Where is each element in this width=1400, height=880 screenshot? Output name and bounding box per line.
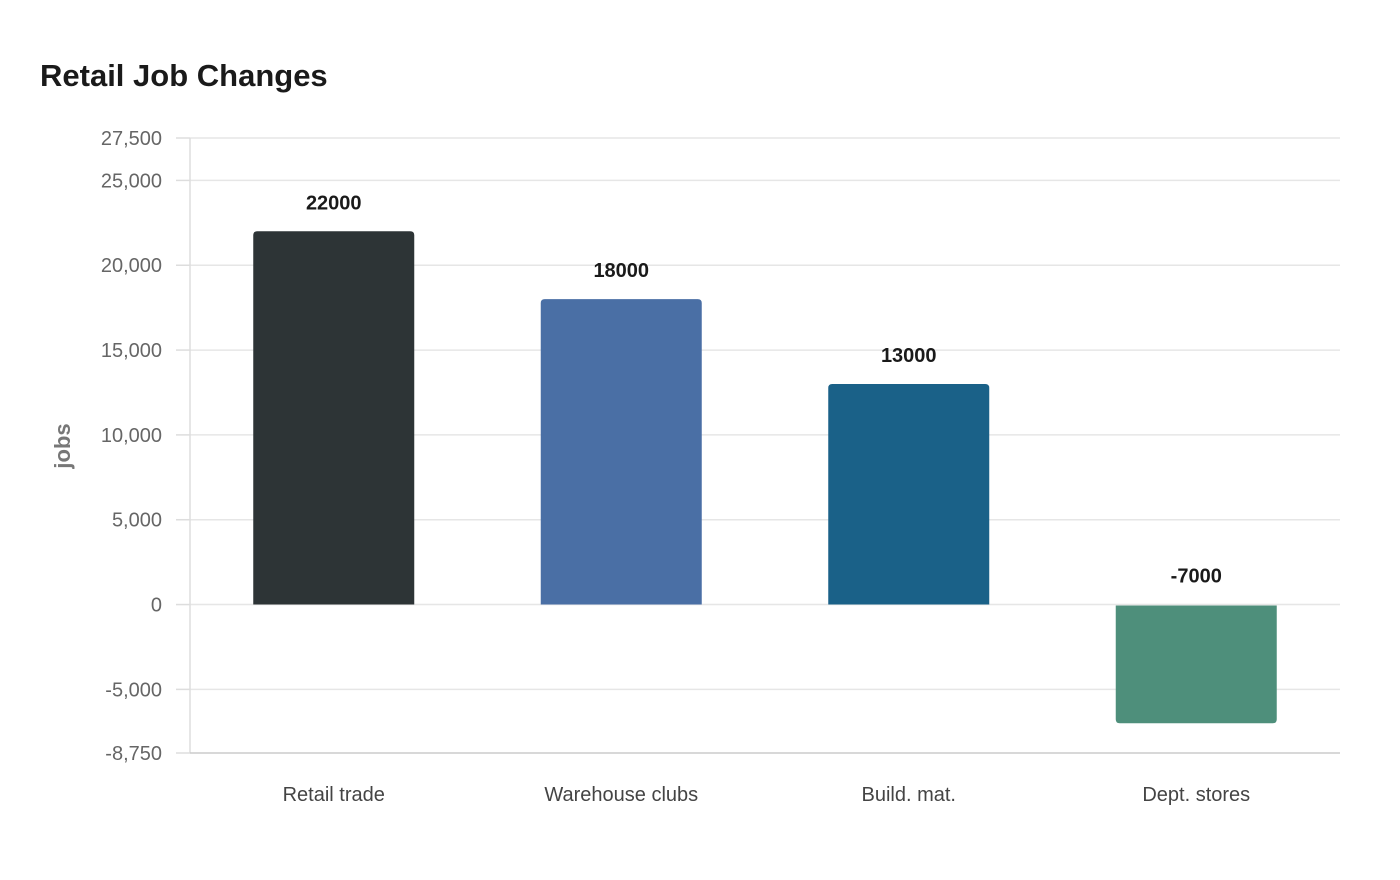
y-axis-title: jobs [50, 423, 75, 469]
x-tick-label: Build. mat. [862, 784, 956, 806]
y-tick-label: 20,000 [101, 255, 162, 277]
y-tick-label: 10,000 [101, 425, 162, 447]
bar-retail-trade [253, 231, 415, 605]
y-tick-label: 5,000 [112, 510, 162, 532]
axes [176, 137, 1340, 754]
data-label: 18000 [593, 260, 649, 282]
y-tick-label: -8,750 [105, 743, 162, 765]
data-label: 13000 [881, 345, 937, 367]
y-tick-label: 0 [151, 595, 162, 617]
bars [253, 231, 1277, 724]
bar-dept-stores [1115, 605, 1277, 724]
labels: -8,750 -5,000 0 5,000 10,000 15,000 20,000 25,0… [101, 128, 1250, 806]
x-tick-label: Warehouse clubs [544, 784, 698, 806]
y-tick-label: 25,000 [101, 170, 162, 192]
bar-warehouse-clubs [540, 299, 702, 605]
x-tick-label: Dept. stores [1142, 784, 1250, 806]
y-tick-label: 27,500 [101, 128, 162, 150]
chart-title: Retail Job Changes [40, 58, 328, 93]
y-tick-label: -5,000 [105, 679, 162, 701]
y-tick-label: 15,000 [101, 340, 162, 362]
data-label: 22000 [306, 192, 362, 214]
x-tick-label: Retail trade [283, 784, 385, 806]
data-label: -7000 [1171, 566, 1222, 588]
bar-build-mat [828, 384, 990, 605]
